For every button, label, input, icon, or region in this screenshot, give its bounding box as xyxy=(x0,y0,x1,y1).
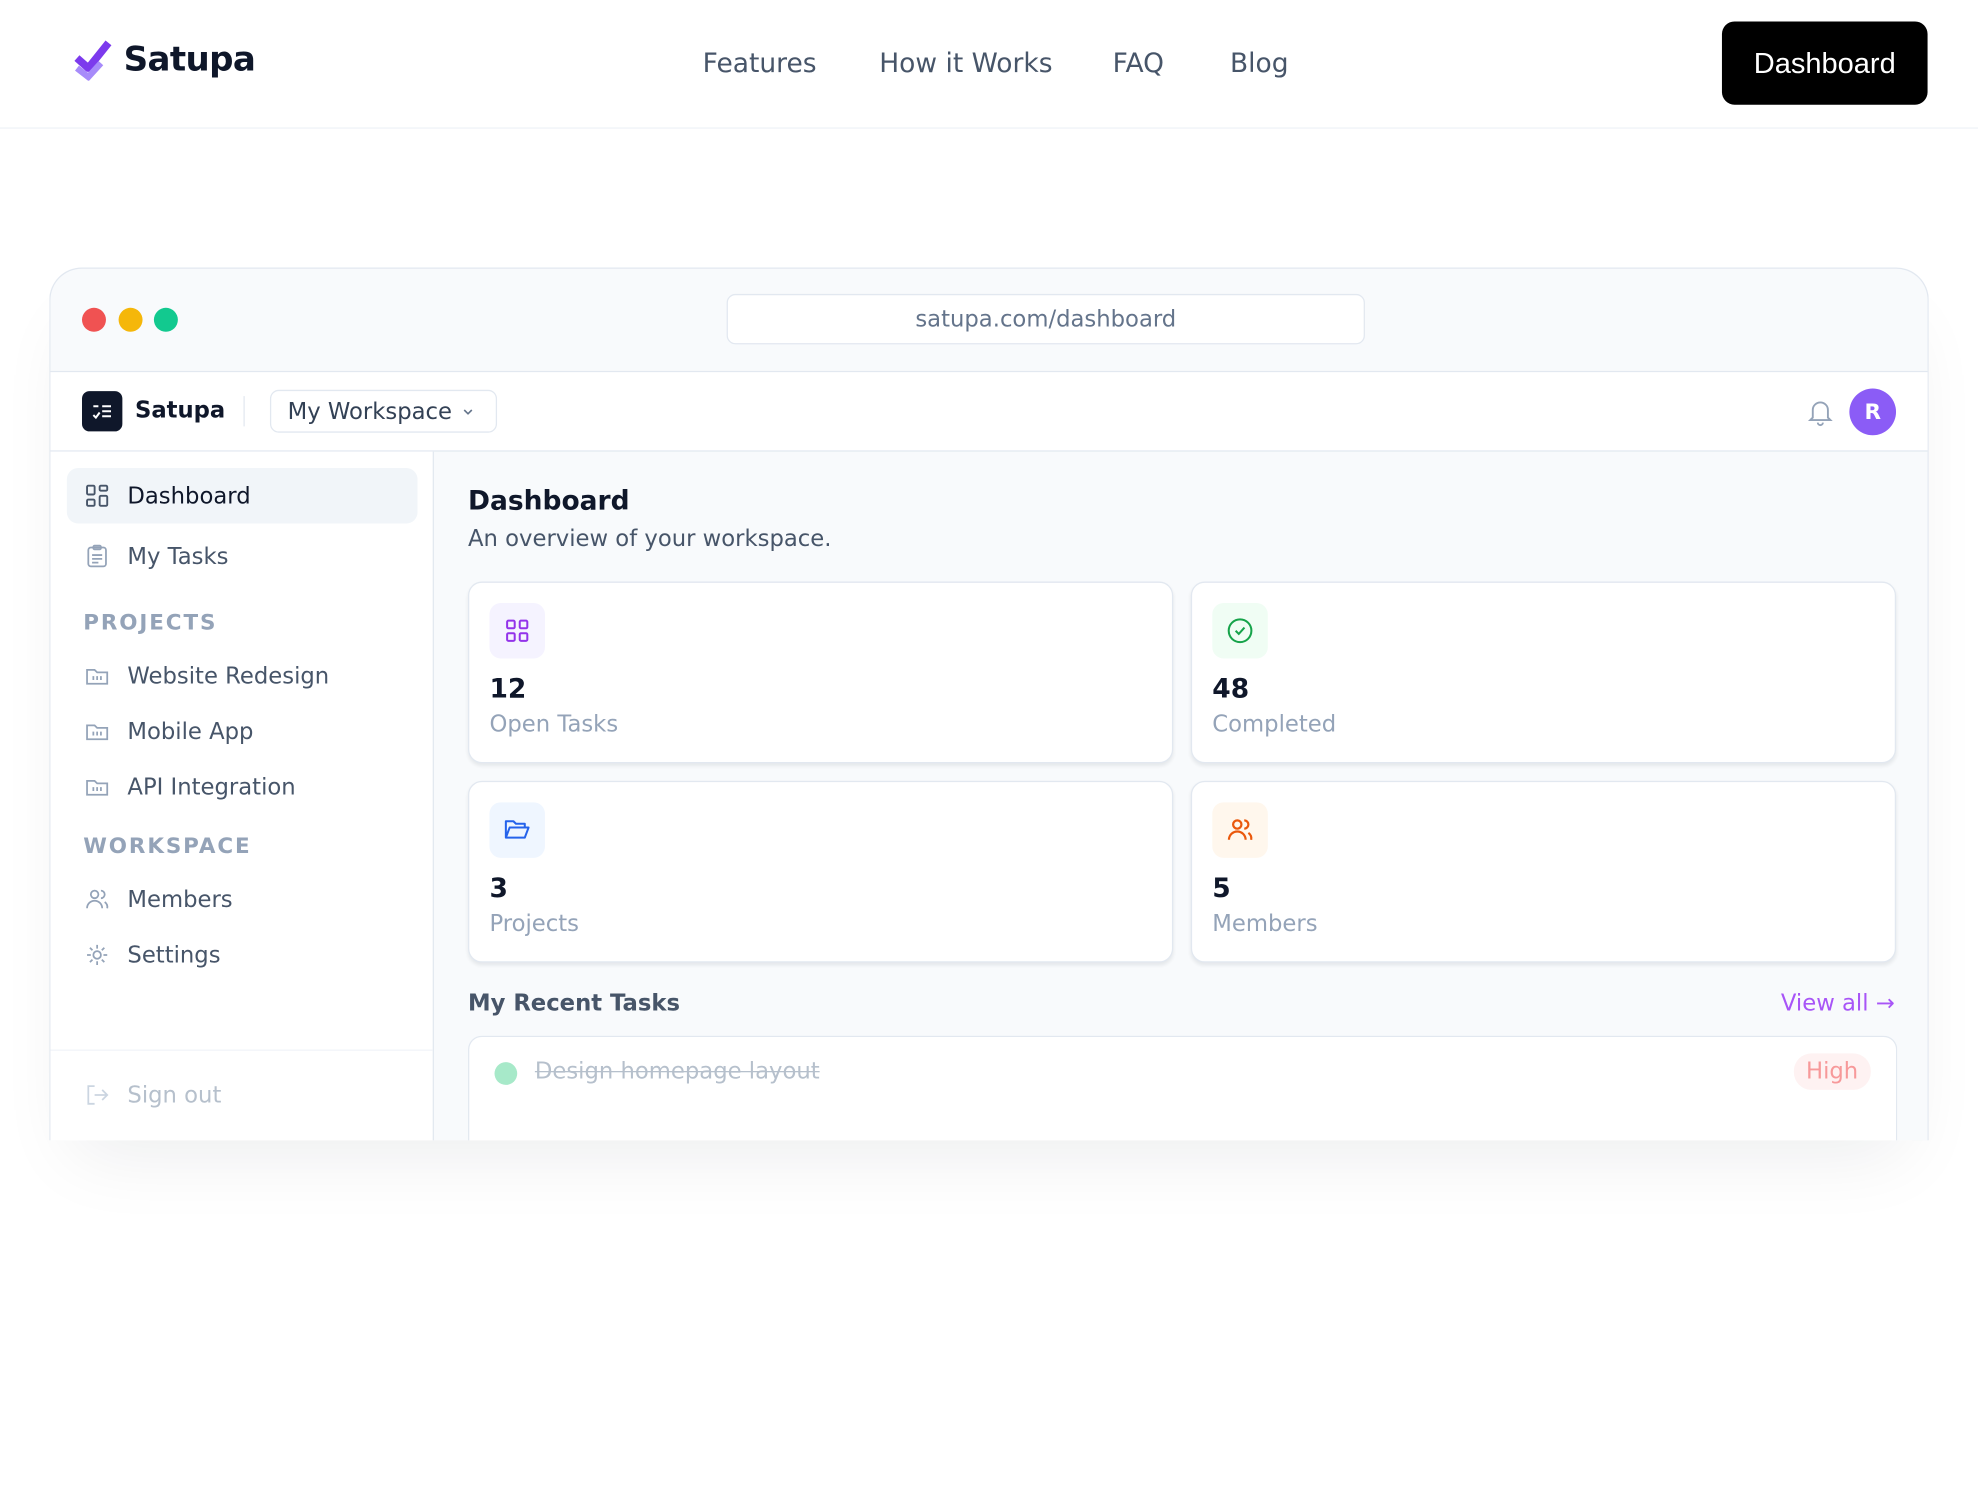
projects-heading: PROJECTS xyxy=(83,610,218,636)
sidebar: Dashboard My Tasks PROJECTS Website Rede… xyxy=(50,451,434,1141)
sidebar-item-my-tasks[interactable]: My Tasks xyxy=(67,529,418,585)
users-icon xyxy=(86,889,109,909)
stat-value: 12 xyxy=(489,673,527,704)
nav-faq[interactable]: FAQ xyxy=(1112,47,1164,79)
nav-features[interactable]: Features xyxy=(702,47,817,79)
avatar[interactable]: R xyxy=(1849,388,1897,436)
sidebar-item-label: Settings xyxy=(127,941,221,969)
sidebar-item-label: Members xyxy=(127,886,233,913)
stat-value: 3 xyxy=(489,872,508,904)
minimize-dot xyxy=(118,307,143,332)
sidebar-item-label: Mobile App xyxy=(127,718,254,745)
stat-label: Members xyxy=(1212,910,1318,938)
browser-mockup: satupa.com/dashboard Satupa My Workspace… xyxy=(49,267,1929,1141)
task-title: Design homepage layout xyxy=(534,1058,820,1085)
nav-how-it-works[interactable]: How it Works xyxy=(879,47,1053,79)
sidebar-item-settings[interactable]: Settings xyxy=(67,927,418,983)
site-brand: Satupa xyxy=(123,39,256,79)
sidebar-item-members[interactable]: Members xyxy=(67,872,418,928)
divider xyxy=(243,396,245,427)
stat-label: Completed xyxy=(1212,711,1337,738)
chevron-down-icon xyxy=(464,409,473,415)
sidebar-item-label: API Integration xyxy=(127,773,296,801)
folder-open-icon xyxy=(489,802,545,858)
folder-icon xyxy=(86,668,109,685)
app-logo-icon xyxy=(81,391,123,432)
page-title: Dashboard xyxy=(468,485,630,516)
logout-icon xyxy=(87,1085,109,1105)
sign-out-label: Sign out xyxy=(127,1081,222,1109)
stat-label: Open Tasks xyxy=(489,711,619,738)
stat-card-projects[interactable]: 3 Projects xyxy=(468,780,1174,963)
workspace-dropdown[interactable]: My Workspace xyxy=(269,389,498,433)
workspace-heading: WORKSPACE xyxy=(83,833,252,860)
gear-icon xyxy=(87,944,108,966)
nav-blog[interactable]: Blog xyxy=(1229,47,1289,79)
sidebar-item-dashboard[interactable]: Dashboard xyxy=(66,468,418,524)
stat-value: 5 xyxy=(1212,872,1231,904)
stat-label: Projects xyxy=(489,910,579,938)
clipboard-icon xyxy=(87,544,107,568)
divider xyxy=(50,1049,433,1051)
folder-icon xyxy=(86,724,109,741)
stat-card-completed[interactable]: 48 Completed xyxy=(1190,581,1897,764)
recent-tasks-title: My Recent Tasks xyxy=(468,990,681,1017)
close-dot xyxy=(81,307,106,332)
app-header: Satupa My Workspace R xyxy=(50,370,1928,452)
page-subtitle: An overview of your workspace. xyxy=(468,526,832,553)
sidebar-project-api-integration[interactable]: API Integration xyxy=(67,759,418,815)
task-list: Design homepage layout High xyxy=(468,1035,1898,1141)
bell-icon[interactable] xyxy=(1807,399,1833,427)
stat-value: 48 xyxy=(1212,673,1250,704)
check-circle-icon xyxy=(1212,602,1268,659)
view-all-link[interactable]: View all → xyxy=(1780,990,1895,1017)
grid-icon xyxy=(86,484,109,507)
sidebar-project-website-redesign[interactable]: Website Redesign xyxy=(67,648,418,704)
folder-icon xyxy=(86,779,109,796)
app-brand: Satupa xyxy=(134,397,226,424)
stat-card-open-tasks[interactable]: 12 Open Tasks xyxy=(468,581,1174,764)
stat-card-members[interactable]: 5 Members xyxy=(1190,780,1897,963)
check-logo-icon xyxy=(74,40,112,81)
status-dot xyxy=(494,1062,518,1085)
dashboard-button[interactable]: Dashboard xyxy=(1721,21,1928,105)
sign-out-button[interactable]: Sign out xyxy=(67,1067,418,1123)
task-row[interactable]: Design homepage layout High xyxy=(469,1037,1896,1110)
site-logo[interactable]: Satupa xyxy=(73,38,256,81)
users-icon xyxy=(1212,802,1268,858)
url-bar[interactable]: satupa.com/dashboard xyxy=(726,293,1365,345)
sidebar-item-label: My Tasks xyxy=(127,543,229,570)
maximize-dot xyxy=(153,307,178,332)
top-nav: Satupa Features How it Works FAQ Blog Da… xyxy=(0,0,1978,129)
sidebar-project-mobile-app[interactable]: Mobile App xyxy=(67,704,418,760)
sidebar-item-label: Website Redesign xyxy=(127,662,330,690)
priority-badge: High xyxy=(1793,1053,1871,1090)
workspace-label: My Workspace xyxy=(287,398,452,425)
sidebar-item-label: Dashboard xyxy=(127,482,251,510)
grid-icon xyxy=(489,602,545,659)
